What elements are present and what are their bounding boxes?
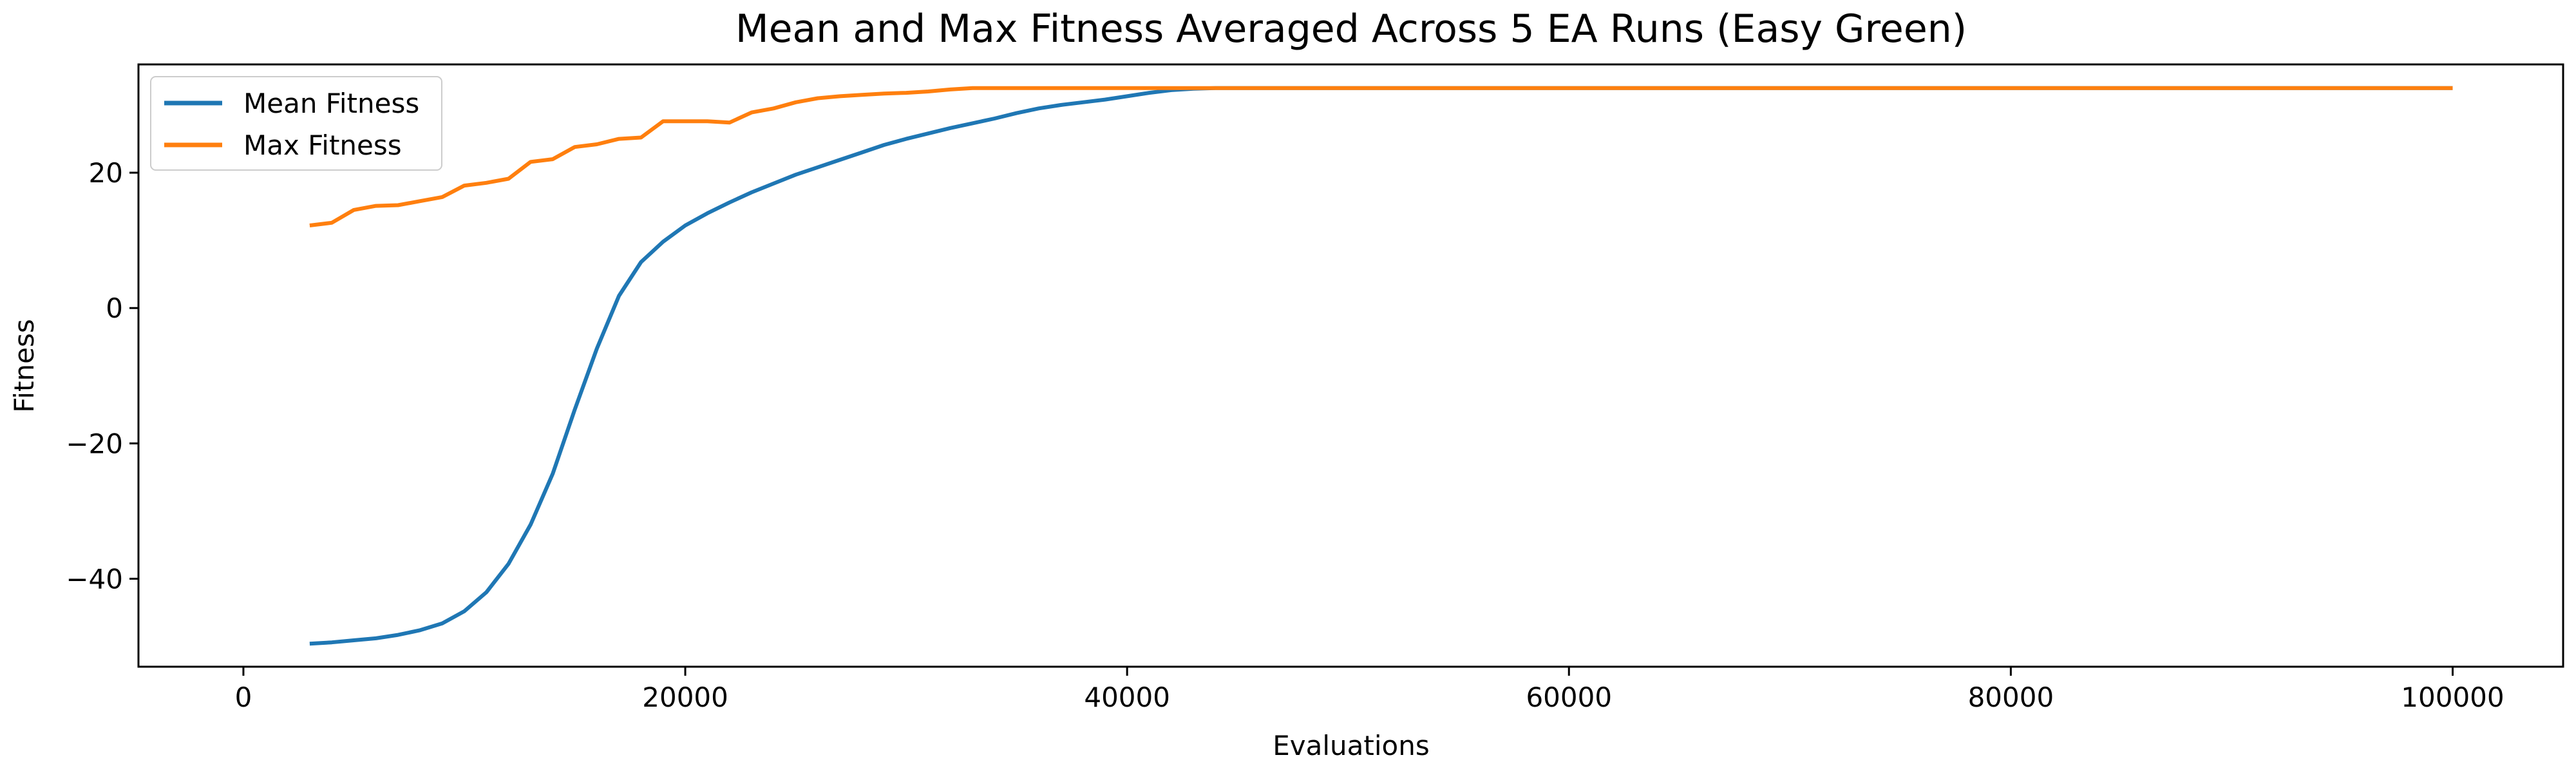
legend: Mean Fitness Max Fitness (150, 76, 442, 171)
y-axis: −40 −20 0 20 (66, 157, 138, 595)
x-tick-label: 20000 (642, 682, 728, 713)
series-line-max-fitness (309, 86, 2453, 227)
y-tick-label: 20 (89, 157, 123, 189)
chart-title: Mean and Max Fitness Averaged Across 5 E… (735, 6, 1967, 52)
x-axis-label: Evaluations (1273, 730, 1430, 761)
plot-frame (137, 63, 2564, 668)
legend-label-mean-fitness: Mean Fitness (243, 88, 419, 119)
x-tick-label: 40000 (1084, 682, 1170, 713)
x-tick-label: 100000 (2401, 682, 2504, 713)
legend-label-max-fitness: Max Fitness (243, 129, 402, 161)
y-tick-label: −20 (66, 428, 123, 459)
x-tick-label: 60000 (1526, 682, 1612, 713)
x-tick-label: 0 (235, 682, 252, 713)
plot-area (137, 63, 2564, 668)
y-axis-label: Fitness (8, 319, 40, 412)
y-tick-label: 0 (106, 292, 123, 324)
x-axis: 0 20000 40000 60000 80000 100000 (235, 667, 2505, 713)
x-tick-label: 80000 (1968, 682, 2054, 713)
series-layer (309, 86, 2453, 646)
legend-box (150, 76, 442, 171)
y-tick-label: −40 (66, 563, 123, 595)
